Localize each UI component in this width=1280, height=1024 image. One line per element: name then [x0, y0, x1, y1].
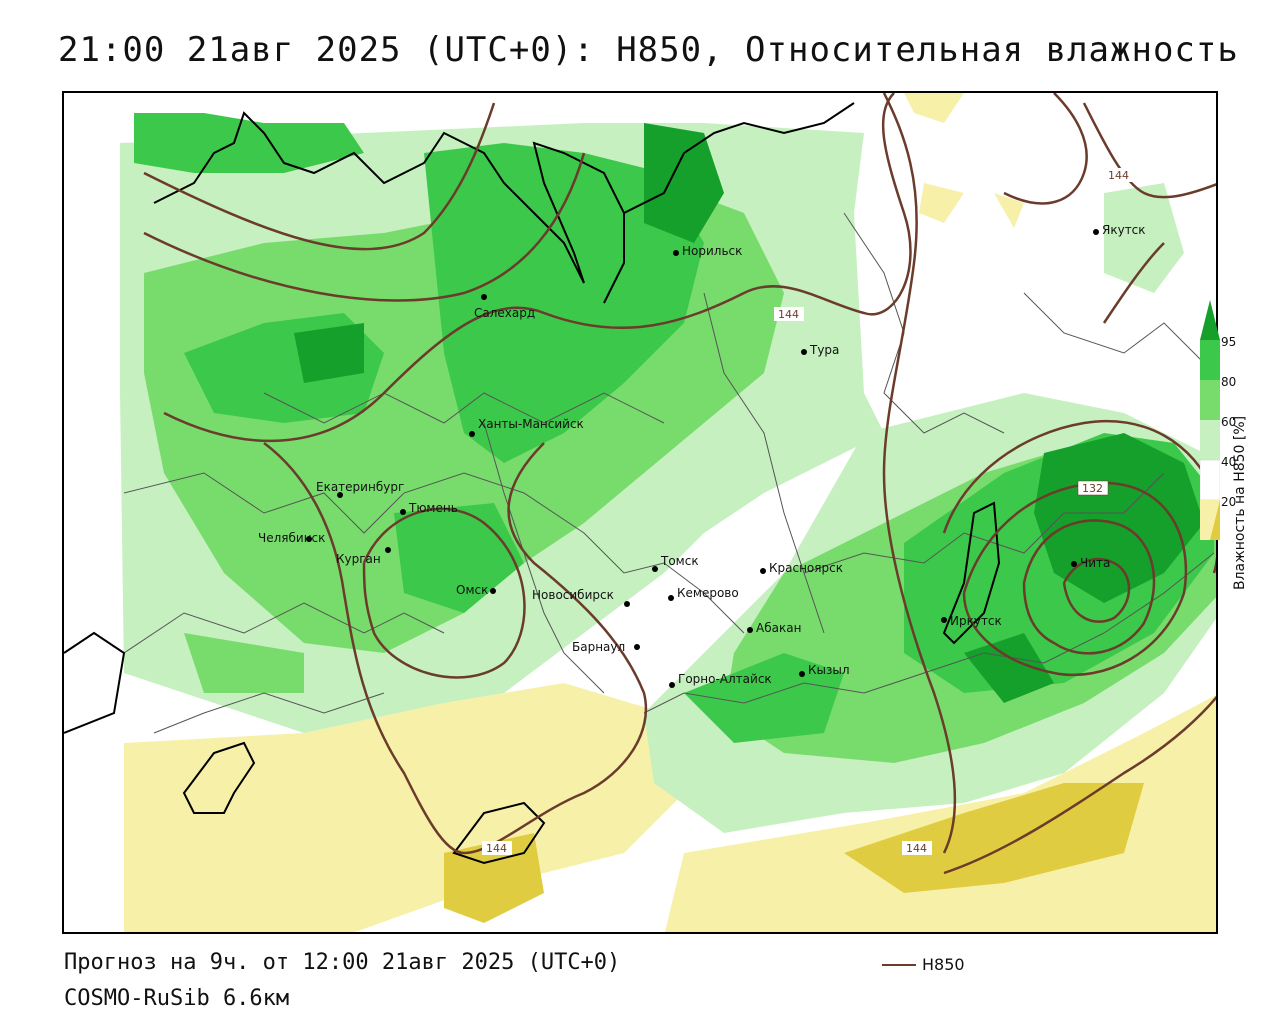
cities: Якутск Норильск Салехард Тура Ханты-Манс…	[258, 223, 1146, 688]
contour-label: 144	[486, 842, 507, 855]
city-label: Екатеринбург	[316, 480, 404, 494]
city-label: Омск	[456, 583, 488, 597]
city-label: Салехард	[474, 306, 535, 320]
legend-tick: 60	[1221, 415, 1237, 429]
city-label: Красноярск	[769, 561, 843, 575]
contour-legend: H850	[882, 955, 965, 974]
contour-legend-label: H850	[922, 955, 965, 974]
contour-labels: 144 144 144 144 132	[482, 168, 1134, 855]
forecast-info: Прогноз на 9ч. от 12:00 21авг 2025 (UTC+…	[64, 950, 621, 975]
city-label: Тюмень	[408, 501, 458, 515]
legend-tick: 80	[1221, 375, 1237, 389]
city-label: Якутск	[1102, 223, 1146, 237]
humidity-legend-bar	[1200, 300, 1220, 540]
legend-tick: 20	[1221, 495, 1237, 509]
legend-tick: 95	[1221, 335, 1237, 349]
map-canvas: 144 144 144 144 132 Якутск Норильск Сале…	[64, 93, 1216, 932]
legend-tick: 40	[1221, 455, 1237, 469]
contour-label: 144	[906, 842, 927, 855]
humidity-field	[120, 93, 1216, 932]
city-label: Кемерово	[677, 586, 739, 600]
city-label: Томск	[660, 554, 699, 568]
city-label: Иркутск	[950, 614, 1002, 628]
city-label: Абакан	[756, 621, 801, 635]
city-label: Челябинск	[258, 531, 325, 545]
contour-label: 144	[778, 308, 799, 321]
city-label: Ханты-Мансийск	[478, 417, 584, 431]
city-label: Чита	[1080, 556, 1110, 570]
city-label: Курган	[336, 552, 381, 566]
contour-label: 132	[1082, 482, 1103, 495]
city-label: Кызыл	[808, 663, 850, 677]
map-title: 21:00 21авг 2025 (UTC+0): H850, Относите…	[58, 30, 1239, 70]
contour-label: 144	[1108, 169, 1129, 182]
city-label: Тура	[809, 343, 839, 357]
legend-title: Влажность на H850 [%]	[1232, 415, 1248, 590]
weather-map[interactable]: 144 144 144 144 132 Якутск Норильск Сале…	[62, 91, 1218, 934]
model-name: COSMO-RuSib 6.6км	[64, 986, 290, 1011]
city-label: Новосибирск	[532, 588, 614, 602]
city-label: Норильск	[682, 244, 742, 258]
borders	[123, 212, 1215, 734]
h850-contours	[143, 93, 1216, 875]
coastline	[64, 102, 1001, 865]
city-label: Барнаул	[572, 640, 625, 654]
city-label: Горно-Алтайск	[678, 672, 772, 686]
contour-line-swatch	[882, 963, 916, 966]
